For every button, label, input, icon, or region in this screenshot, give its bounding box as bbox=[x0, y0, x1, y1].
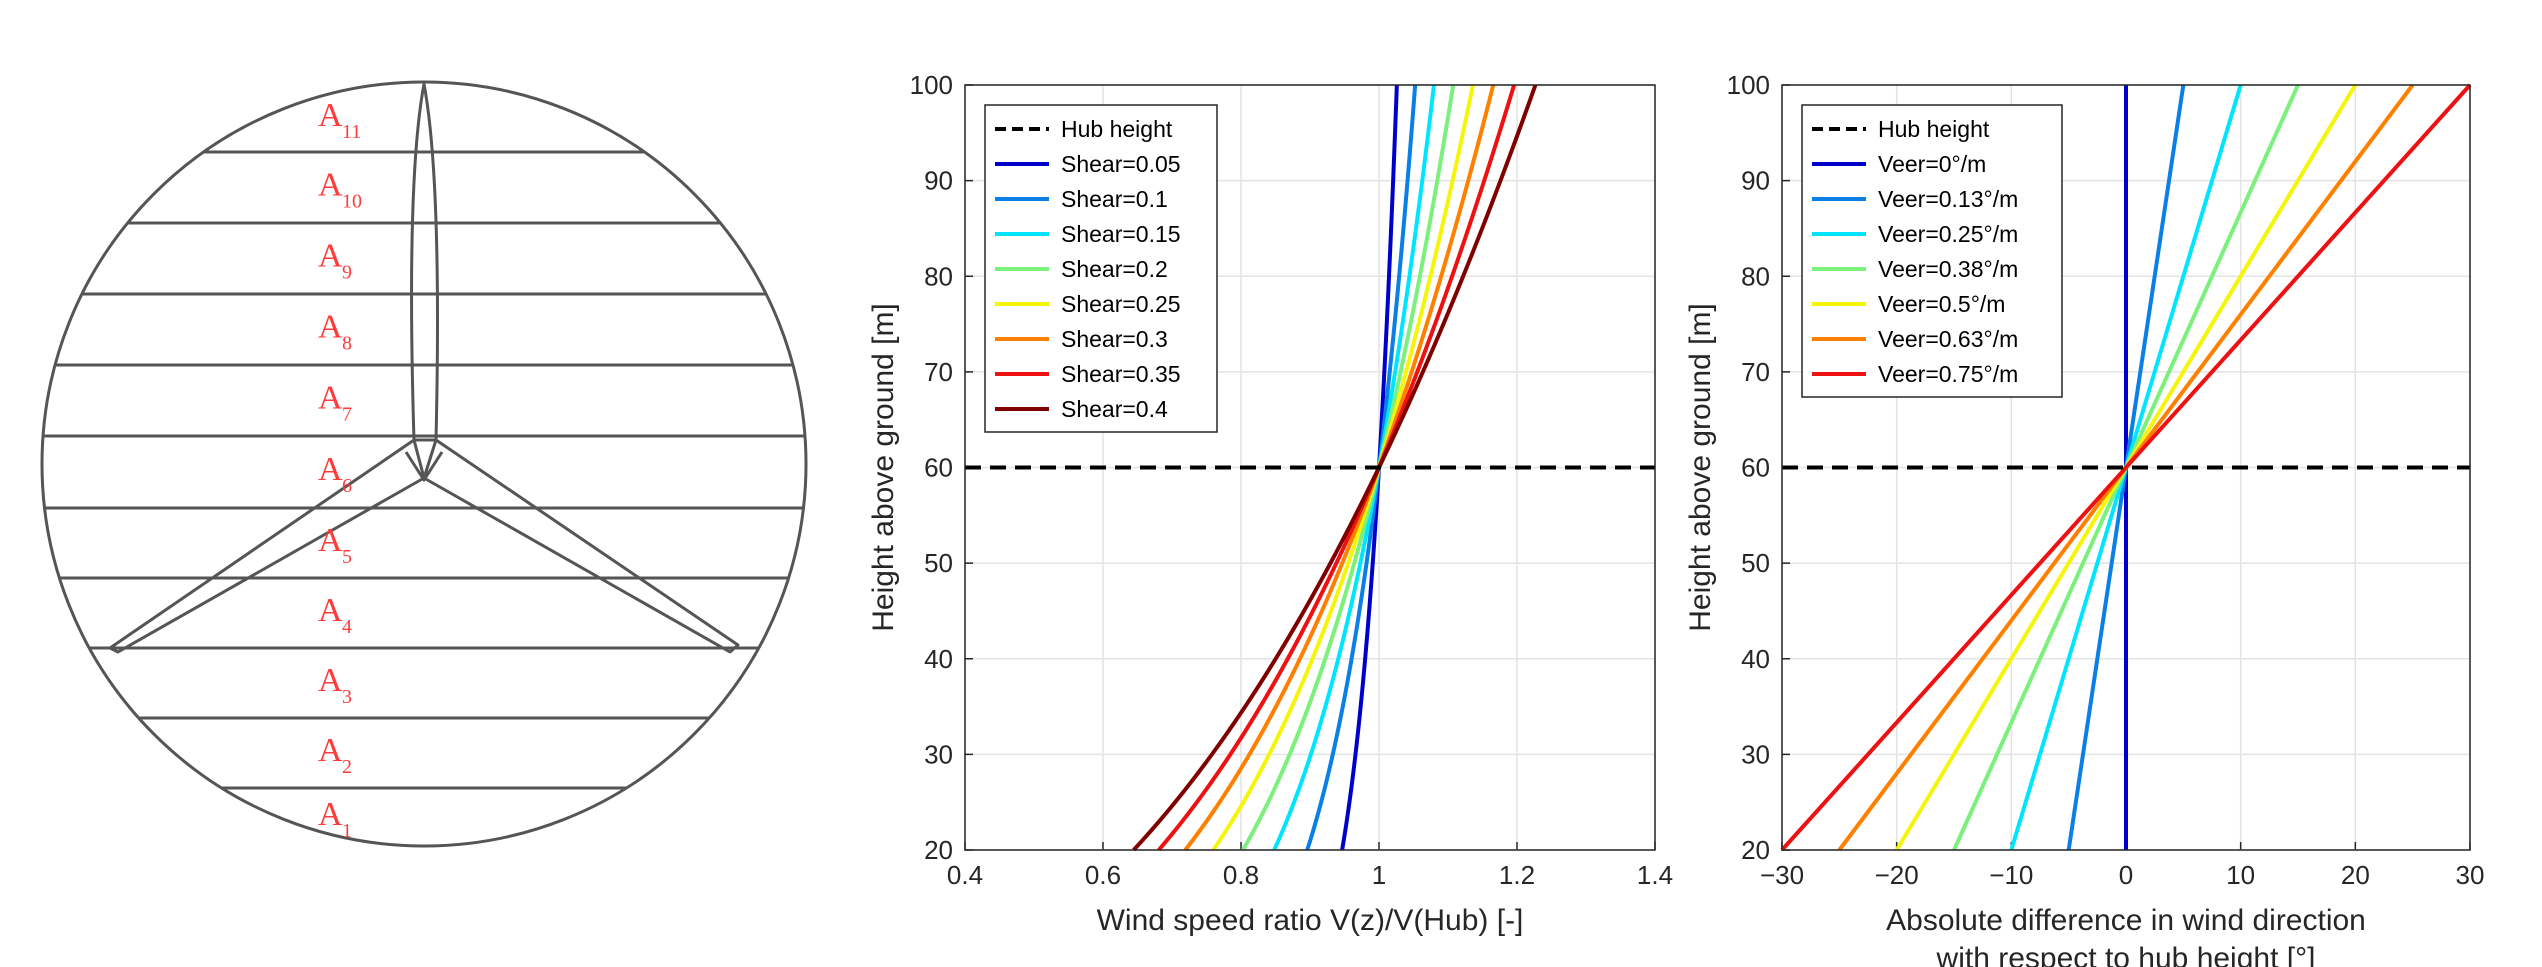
axes-frame bbox=[964, 84, 1656, 851]
strip-label-subscript: 1 bbox=[342, 820, 352, 842]
strip-label: A bbox=[318, 592, 343, 629]
x-tick-label: −30 bbox=[1760, 860, 1804, 890]
y-tick-label: 100 bbox=[910, 70, 953, 100]
legend-label: Veer=0.38°/m bbox=[1878, 256, 2018, 282]
x-tick-label: 0.8 bbox=[1223, 860, 1259, 890]
legend-label: Veer=0.13°/m bbox=[1878, 186, 2018, 212]
x-tick-label: 30 bbox=[2456, 860, 2485, 890]
legend: Hub height Shear=0.05 Shear=0.1 Shear=0.15 S… bbox=[984, 104, 1218, 433]
strip-label: A bbox=[318, 662, 343, 699]
strip-label-subscript: 6 bbox=[342, 475, 352, 497]
strip-label: A bbox=[318, 451, 343, 488]
x-tick-label: 1.4 bbox=[1637, 860, 1673, 890]
x-axis-label-line2: with respect to hub height [°] bbox=[1936, 942, 2316, 967]
legend-label: Shear=0.25 bbox=[1061, 291, 1181, 317]
rotor-circle bbox=[40, 80, 808, 848]
series-line bbox=[1780, 83, 2472, 852]
y-tick-label: 40 bbox=[1741, 644, 1770, 674]
x-tick-label: −10 bbox=[1989, 860, 2033, 890]
x-tick-label: 1.2 bbox=[1499, 860, 1535, 890]
legend: Hub height Veer=0°/m Veer=0.13°/m Veer=0.25… bbox=[1801, 104, 2063, 398]
legend-label: Hub height bbox=[1061, 116, 1173, 142]
top-blade bbox=[410, 82, 439, 442]
axes-frame bbox=[1781, 84, 2471, 851]
legend-label: Veer=0.75°/m bbox=[1878, 361, 2018, 387]
strip-label: A bbox=[318, 380, 343, 417]
right-blade bbox=[422, 438, 740, 654]
rotor-diagram: A 11A 10A 9A 8A 7A 6A 5A 4A 3A 2A 1 bbox=[40, 80, 808, 848]
y-tick-label: 70 bbox=[924, 357, 953, 387]
legend-label: Veer=0.25°/m bbox=[1878, 221, 2018, 247]
y-axis-label: Height above ground [m] bbox=[1684, 303, 1717, 632]
y-tick-label: 60 bbox=[924, 453, 953, 483]
strip-label: A bbox=[318, 238, 343, 275]
legend-box bbox=[1801, 104, 2063, 398]
y-tick-label: 90 bbox=[1741, 166, 1770, 196]
strip-label: A bbox=[318, 97, 343, 134]
y-tick-label: 20 bbox=[1741, 835, 1770, 865]
legend-label: Shear=0.4 bbox=[1061, 396, 1168, 422]
strip-label: A bbox=[318, 309, 343, 346]
legend-label: Veer=0°/m bbox=[1878, 151, 1986, 177]
strip-label-subscript: 5 bbox=[342, 546, 352, 568]
y-tick-label: 60 bbox=[1741, 453, 1770, 483]
strip-label: A bbox=[318, 167, 343, 204]
wind-veer-chart: −30 −20 −10 0 10 20 30 20 30 40 50 60 70 80 90 100 Hub h… bbox=[1684, 70, 2484, 967]
strip-label-subscript: 2 bbox=[342, 756, 352, 778]
strip-label-subscript: 4 bbox=[342, 616, 352, 638]
x-tick-label: 0.4 bbox=[947, 860, 983, 890]
x-axis-label: Absolute difference in wind direction bbox=[1886, 904, 2366, 937]
strip-label-subscript: 3 bbox=[342, 686, 352, 708]
x-tick-label: 0.6 bbox=[1085, 860, 1121, 890]
y-tick-label: 90 bbox=[924, 166, 953, 196]
y-tick-label: 40 bbox=[924, 644, 953, 674]
hub bbox=[404, 451, 444, 482]
strip-label: A bbox=[318, 522, 343, 559]
legend-label: Shear=0.2 bbox=[1061, 256, 1168, 282]
y-tick-label: 20 bbox=[924, 835, 953, 865]
y-tick-label: 50 bbox=[924, 548, 953, 578]
y-tick-label: 70 bbox=[1741, 357, 1770, 387]
x-tick-label: −20 bbox=[1875, 860, 1919, 890]
x-tick-label: 10 bbox=[2226, 860, 2255, 890]
legend-label: Veer=0.5°/m bbox=[1878, 291, 2005, 317]
legend-label: Shear=0.05 bbox=[1061, 151, 1181, 177]
y-tick-label: 80 bbox=[1741, 261, 1770, 291]
legend-label: Shear=0.3 bbox=[1061, 326, 1168, 352]
left-blade bbox=[108, 438, 426, 654]
strip-label-subscript: 9 bbox=[342, 262, 352, 284]
y-axis-label: Height above ground [m] bbox=[867, 303, 900, 632]
legend-label: Shear=0.1 bbox=[1061, 186, 1168, 212]
x-tick-label: 0 bbox=[2119, 860, 2133, 890]
legend-label: Veer=0.63°/m bbox=[1878, 326, 2018, 352]
y-tick-label: 50 bbox=[1741, 548, 1770, 578]
y-tick-label: 30 bbox=[924, 739, 953, 769]
x-tick-label: 1 bbox=[1372, 860, 1386, 890]
y-tick-label: 30 bbox=[1741, 739, 1770, 769]
legend-label: Shear=0.35 bbox=[1061, 361, 1181, 387]
legend-label: Shear=0.15 bbox=[1061, 221, 1181, 247]
strip-label-subscript: 8 bbox=[342, 333, 352, 355]
strip-label-subscript: 11 bbox=[342, 121, 361, 143]
y-tick-label: 80 bbox=[924, 261, 953, 291]
x-tick-label: 20 bbox=[2341, 860, 2370, 890]
strip-label: A bbox=[318, 796, 343, 833]
y-tick-label: 100 bbox=[1727, 70, 1770, 100]
strip-label-subscript: 10 bbox=[342, 191, 362, 213]
wind-shear-chart: 0.4 0.6 0.8 1 1.2 1.4 20 30 40 50 60 70 80 90 100 Hub h… bbox=[867, 70, 1673, 937]
x-axis-label: Wind speed ratio V(z)/V(Hub) [-] bbox=[1097, 904, 1524, 937]
strip-label: A bbox=[318, 732, 343, 769]
strip-label-subscript: 7 bbox=[342, 404, 352, 426]
legend-label: Hub height bbox=[1878, 116, 1990, 142]
